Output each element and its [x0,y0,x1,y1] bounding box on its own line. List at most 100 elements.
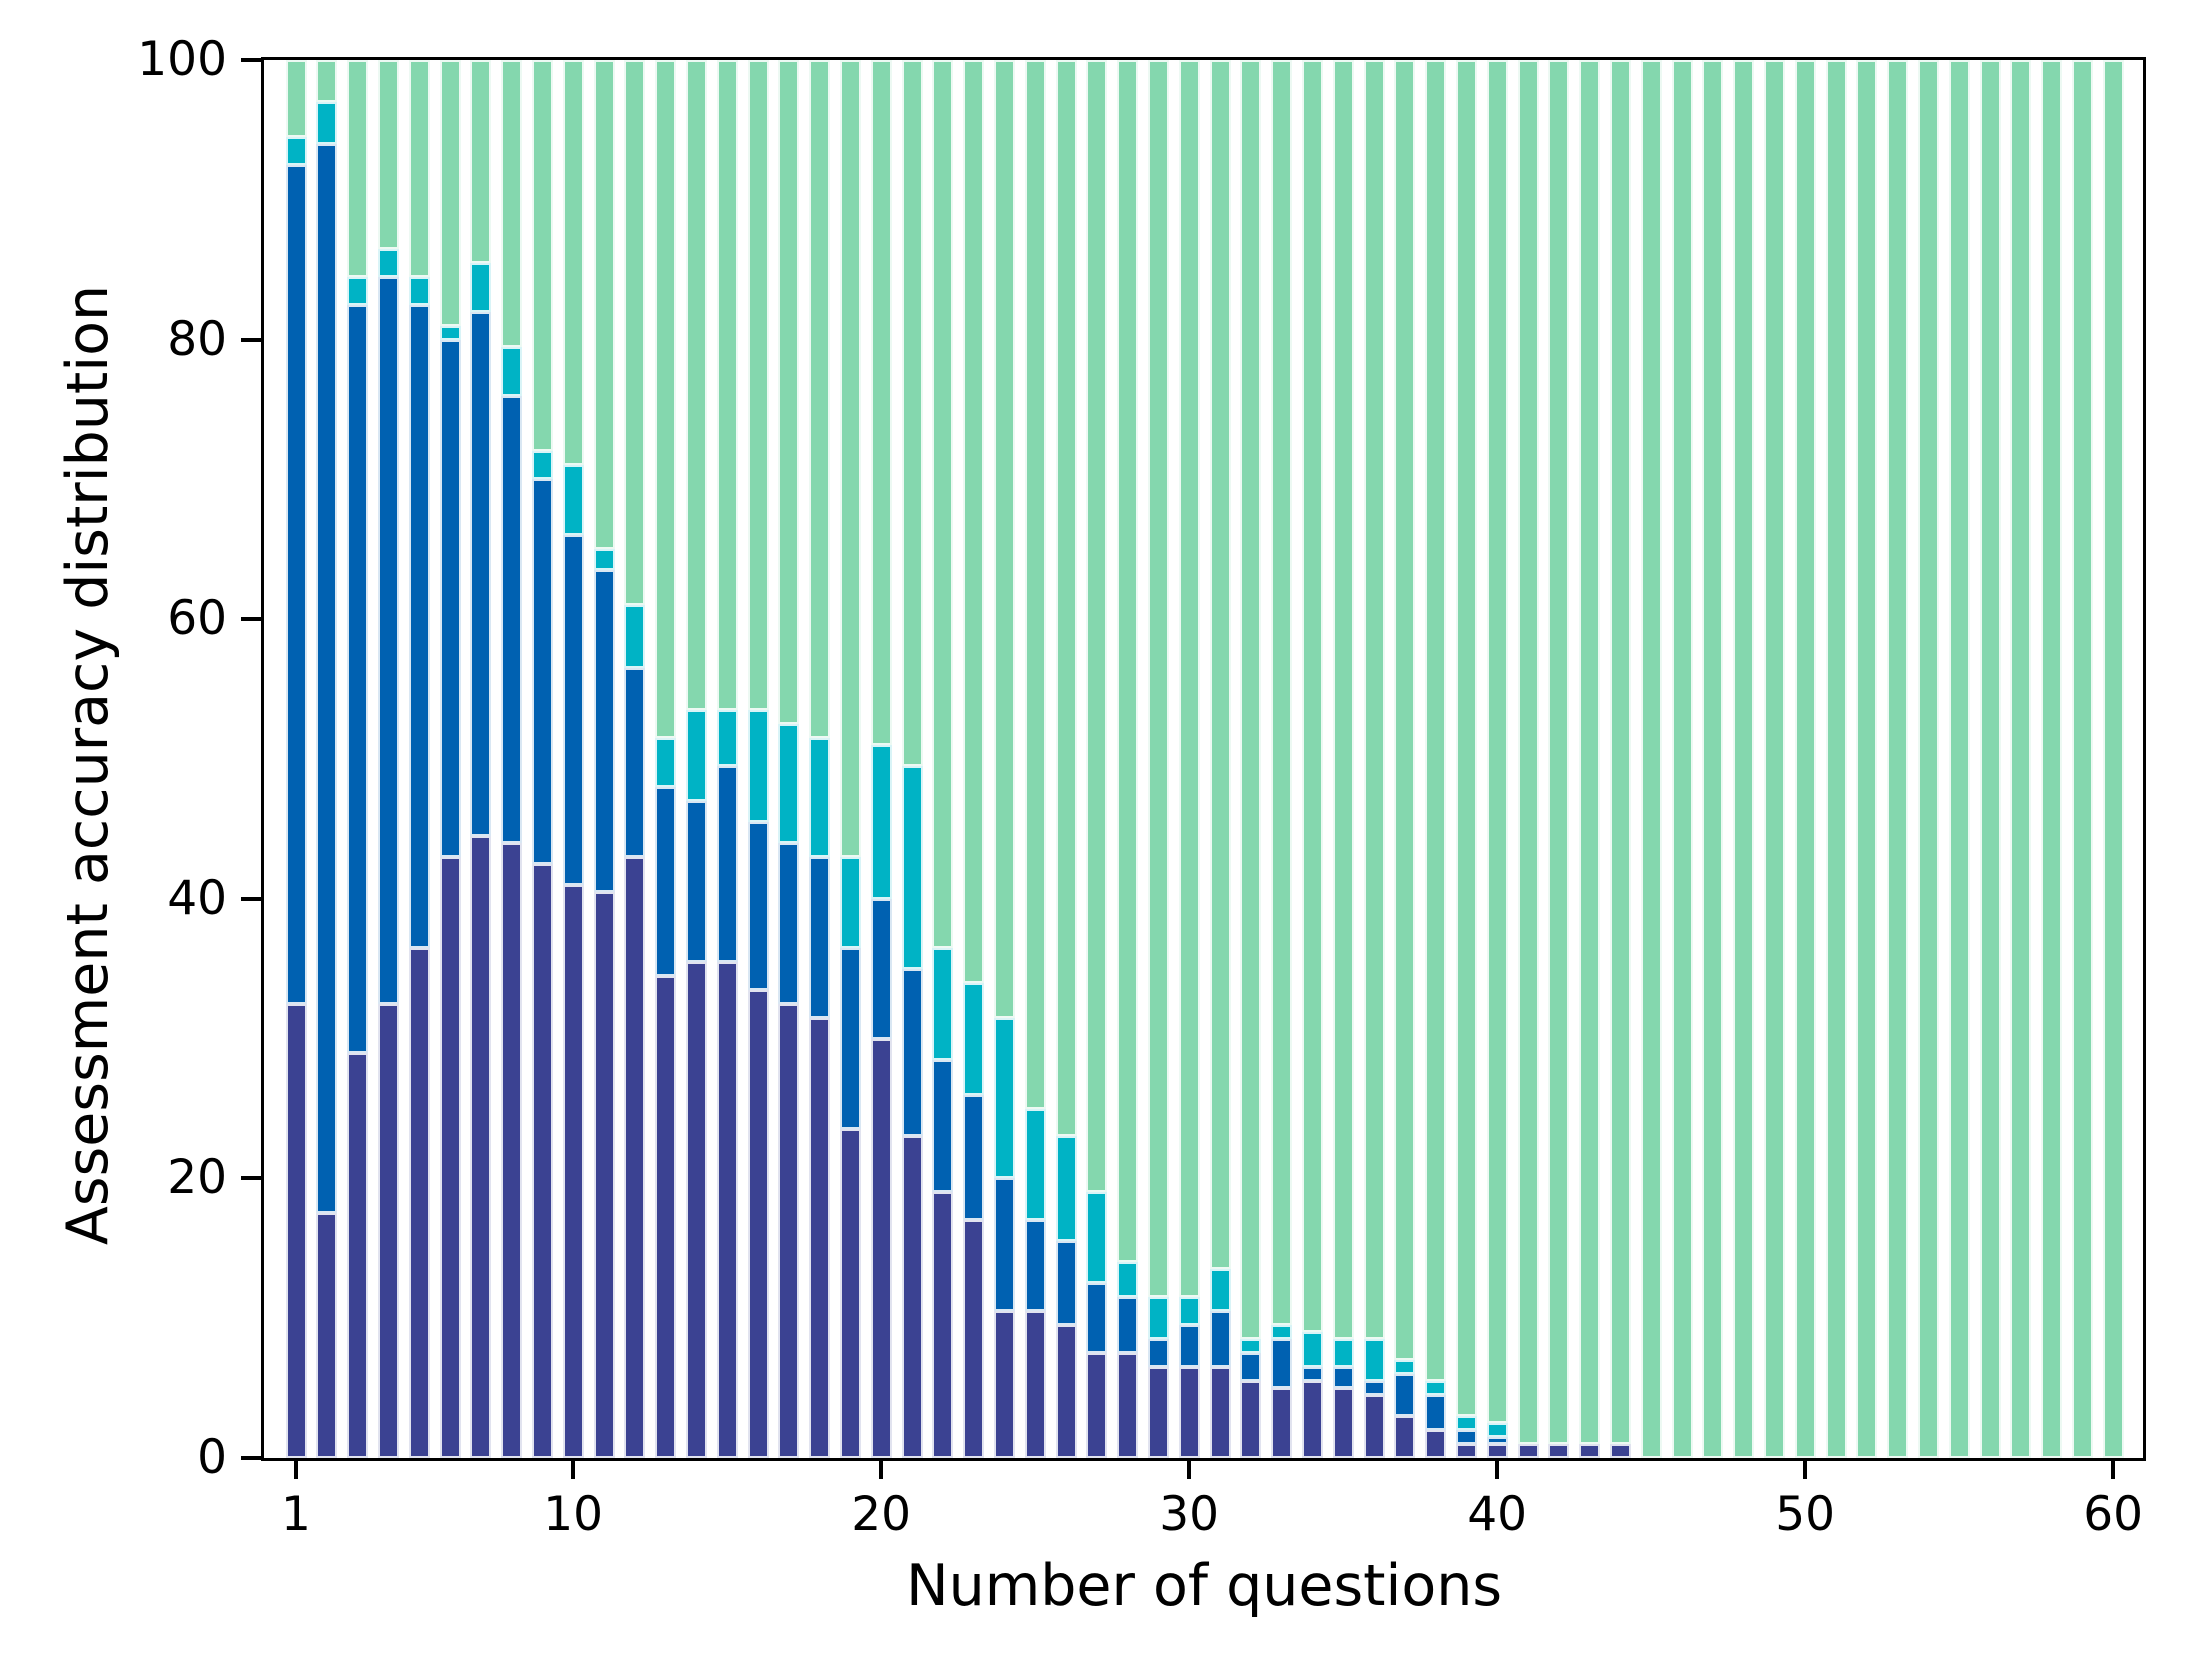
stacked-bar-q6 [439,60,461,1458]
accuracy-band-cyan-segment [1394,1360,1416,1375]
accuracy-band-bottom-segment [347,1052,369,1458]
accuracy-band-top-green-segment [1394,60,1416,1361]
accuracy-band-cyan-segment [778,724,800,843]
stacked-bar-q50 [1794,60,1816,1458]
accuracy-band-bottom-segment [1209,1367,1231,1458]
stacked-bar-q38 [1425,60,1447,1458]
y-tick-mark-60 [241,617,261,622]
accuracy-band-cyan-segment [316,101,338,144]
stacked-bar-q12 [624,60,646,1458]
accuracy-band-bottom-segment [1394,1416,1416,1458]
stacked-bar-q47 [1702,60,1724,1458]
accuracy-band-bottom-segment [531,863,553,1458]
accuracy-band-top-green-segment [408,60,430,277]
stacked-bar-q28 [1117,60,1139,1458]
accuracy-band-cyan-segment [470,262,492,312]
x-tick-mark-50 [1803,1461,1808,1479]
accuracy-band-top-green-segment [1763,60,1785,1458]
accuracy-band-cyan-segment [1086,1192,1108,1284]
accuracy-band-mid-blue-segment [716,766,738,962]
accuracy-band-top-green-segment [747,60,769,711]
accuracy-band-mid-blue-segment [439,339,461,857]
accuracy-band-top-green-segment [1856,60,1878,1458]
stacked-bar-q43 [1579,60,1601,1458]
accuracy-band-bottom-segment [1548,1444,1570,1458]
accuracy-band-top-green-segment [1548,60,1570,1445]
stacked-bar-q2 [316,60,338,1458]
accuracy-band-top-green-segment [1024,60,1046,1109]
accuracy-band-top-green-segment [1702,60,1724,1458]
accuracy-band-top-green-segment [377,60,399,249]
y-tick-mark-20 [241,1176,261,1181]
accuracy-band-mid-blue-segment [1240,1353,1262,1382]
accuracy-band-bottom-segment [1609,1444,1631,1458]
accuracy-band-mid-blue-segment [1363,1381,1385,1396]
accuracy-band-top-green-segment [470,60,492,263]
accuracy-band-top-green-segment [1733,60,1755,1458]
accuracy-band-top-green-segment [685,60,707,711]
stacked-bar-q52 [1856,60,1878,1458]
stacked-bar-q4 [377,60,399,1458]
accuracy-band-cyan-segment [870,745,892,899]
accuracy-band-mid-blue-segment [1055,1241,1077,1326]
accuracy-band-mid-blue-segment [347,304,369,1053]
accuracy-band-cyan-segment [839,856,861,948]
accuracy-band-bottom-segment [439,856,461,1458]
accuracy-band-cyan-segment [993,1017,1015,1179]
accuracy-band-top-green-segment [2102,60,2124,1458]
accuracy-band-bottom-segment [562,884,584,1458]
stacked-bar-q56 [1979,60,2001,1458]
accuracy-band-bottom-segment [1117,1353,1139,1458]
accuracy-band-top-green-segment [347,60,369,277]
accuracy-band-top-green-segment [1147,60,1169,1298]
accuracy-band-bottom-segment [1147,1367,1169,1458]
y-tick-label-60: 60 [167,591,227,647]
accuracy-band-top-green-segment [1301,60,1323,1333]
accuracy-band-mid-blue-segment [1486,1437,1508,1445]
accuracy-band-top-green-segment [1917,60,1939,1458]
accuracy-band-cyan-segment [1147,1297,1169,1340]
accuracy-band-top-green-segment [809,60,831,739]
accuracy-band-top-green-segment [1579,60,1601,1445]
accuracy-band-mid-blue-segment [778,842,800,1004]
stacked-bar-q35 [1332,60,1354,1458]
accuracy-band-mid-blue-segment [1209,1311,1231,1368]
stacked-bar-q21 [901,60,923,1458]
accuracy-band-top-green-segment [2041,60,2063,1458]
stacked-bar-q17 [778,60,800,1458]
accuracy-band-top-green-segment [655,60,677,739]
accuracy-band-mid-blue-segment [1425,1395,1447,1431]
stacked-bar-q51 [1825,60,1847,1458]
accuracy-band-top-green-segment [963,60,985,983]
stacked-bar-q57 [2010,60,2032,1458]
accuracy-band-top-green-segment [1117,60,1139,1263]
y-axis-title: Assessment accuracy distribution [55,284,121,1246]
x-tick-label-40: 40 [1467,1487,1528,1542]
x-tick-mark-10 [571,1461,576,1479]
accuracy-band-cyan-segment [624,605,646,669]
stacked-bar-q13 [655,60,677,1458]
accuracy-band-mid-blue-segment [501,395,523,843]
stacked-bar-q29 [1147,60,1169,1458]
x-tick-label-30: 30 [1159,1487,1220,1542]
accuracy-band-mid-blue-segment [285,164,307,1004]
accuracy-band-top-green-segment [1240,60,1262,1340]
accuracy-band-cyan-segment [1117,1262,1139,1298]
accuracy-band-bottom-segment [624,856,646,1458]
stacked-bar-q42 [1548,60,1570,1458]
stacked-bar-q9 [531,60,553,1458]
accuracy-band-top-green-segment [839,60,861,857]
stacked-bar-q55 [1948,60,1970,1458]
accuracy-band-mid-blue-segment [839,947,861,1130]
stacked-bar-q45 [1640,60,1662,1458]
accuracy-band-cyan-segment [562,465,584,536]
stacked-bar-q48 [1733,60,1755,1458]
accuracy-band-cyan-segment [932,947,954,1060]
accuracy-band-top-green-segment [1640,60,1662,1458]
stacked-bar-q26 [1055,60,1077,1458]
accuracy-band-top-green-segment [1486,60,1508,1424]
accuracy-band-top-green-segment [1178,60,1200,1298]
accuracy-band-cyan-segment [531,451,553,480]
accuracy-band-cyan-segment [963,982,985,1095]
x-axis-title: Number of questions [905,1553,1503,1619]
